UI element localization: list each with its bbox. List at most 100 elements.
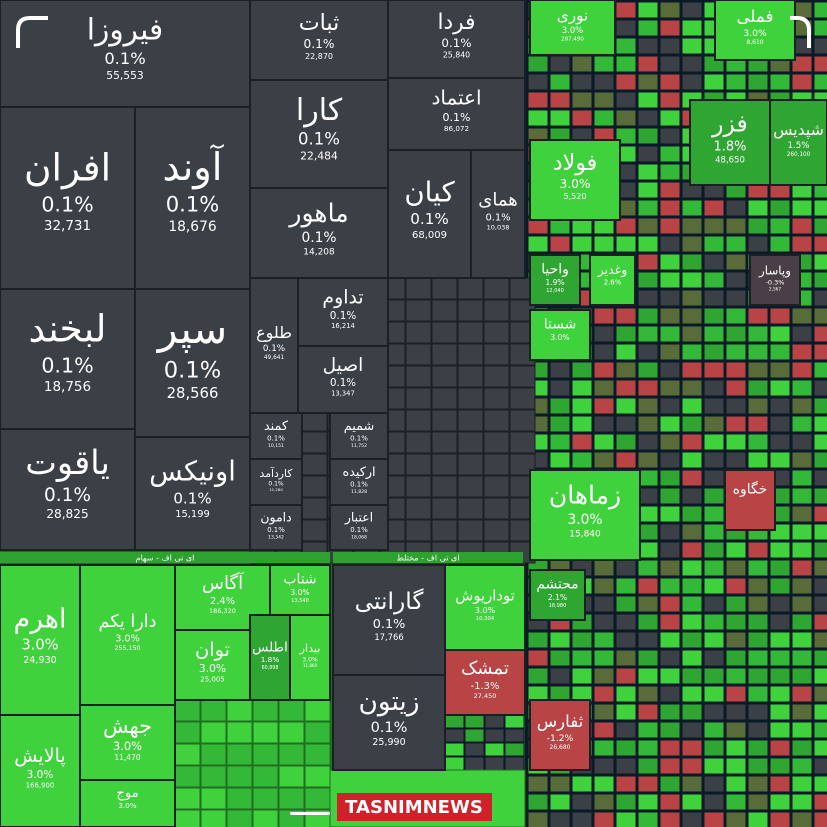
minor-tile [681,451,703,469]
minor-tile [791,595,813,613]
minor-tile [615,703,637,721]
minor-tile [725,793,747,811]
minor-tile [593,685,615,703]
minor-tile [725,379,747,397]
tile-change: 0.1% [301,230,336,246]
minor-tile [593,721,615,739]
minor-tile [703,217,725,235]
tile [249,412,303,460]
tile-change: 3.0% [550,333,569,342]
minor-tile [747,613,769,631]
tile-volume: 10,151 [268,443,284,449]
minor-tile [681,397,703,415]
minor-tile [549,433,571,451]
minor-tile [226,721,253,744]
tile-change: 3.0% [743,28,767,39]
minor-tile [725,397,747,415]
minor-tile [747,577,769,595]
minor-tile [615,433,637,451]
minor-tile [593,559,615,577]
minor-tile [791,739,813,757]
tile-name: یاقوت [25,443,110,483]
minor-tile [659,55,681,73]
tile [470,149,526,279]
minor-tile [637,739,659,757]
minor-tile [659,775,681,793]
minor-tile [681,361,703,379]
tile [387,149,472,279]
tile-name: شپدیس [773,120,824,140]
tile [297,345,389,414]
minor-tile [527,631,549,649]
minor-tile [769,541,791,559]
minor-tile [659,433,681,451]
minor-tile [405,453,432,476]
minor-tile [725,217,747,235]
minor-tile [637,199,659,217]
minor-tile [615,37,637,55]
tile-change: 3.0% [290,588,309,597]
section-header [0,552,330,563]
minor-tile [725,325,747,343]
tile-change: 0.1% [173,489,211,507]
minor-tile [615,73,637,91]
tile-name: زماهان [549,480,621,509]
tile-volume: 11,280 [269,487,283,492]
minor-tile [483,519,510,542]
tile [387,77,526,151]
minor-tile [681,793,703,811]
tile [269,564,331,616]
minor-tile [549,361,571,379]
minor-tile [549,451,571,469]
minor-tile [571,775,593,793]
tile [249,504,303,551]
corner-guide [16,16,48,48]
minor-tile [813,199,827,217]
minor-tile [571,415,593,433]
tile [134,106,251,290]
minor-tile [615,343,637,361]
minor-tile [703,685,725,703]
tile-name: کمند [264,419,289,434]
minor-tile [747,685,769,703]
minor-tile [483,475,510,498]
tile-volume: 11,828 [351,489,367,495]
minor-tile [405,299,432,322]
tile-change: 0.1% [268,481,284,488]
minor-tile [659,289,681,307]
minor-tile [659,757,681,775]
minor-tile [174,809,201,827]
minor-tile [681,721,703,739]
minor-tile [615,577,637,595]
minor-tile [615,793,637,811]
minor-tile [769,721,791,739]
minor-tile [252,721,279,744]
minor-tile [813,811,827,827]
minor-tile [659,361,681,379]
minor-tile [637,145,659,163]
minor-tile [527,793,549,811]
minor-tile [549,235,571,253]
minor-tile [659,343,681,361]
tile-name: فملی [736,6,773,26]
minor-tile [659,73,681,91]
tile-volume: 18,068 [351,534,367,540]
tile [529,254,581,306]
minor-tile [813,505,827,523]
minor-tile [637,703,659,721]
minor-tile [571,649,593,667]
minor-tile [681,37,703,55]
minor-tile [527,91,549,109]
minor-tile [813,451,827,469]
minor-tile [791,235,813,253]
minor-tile [464,714,485,729]
minor-tile [278,721,305,744]
minor-tile [681,505,703,523]
minor-tile [571,793,593,811]
minor-tile [769,685,791,703]
minor-tile [703,505,725,523]
minor-tile [484,742,505,757]
tile-volume: 17,766 [374,632,403,642]
minor-tile [615,91,637,109]
